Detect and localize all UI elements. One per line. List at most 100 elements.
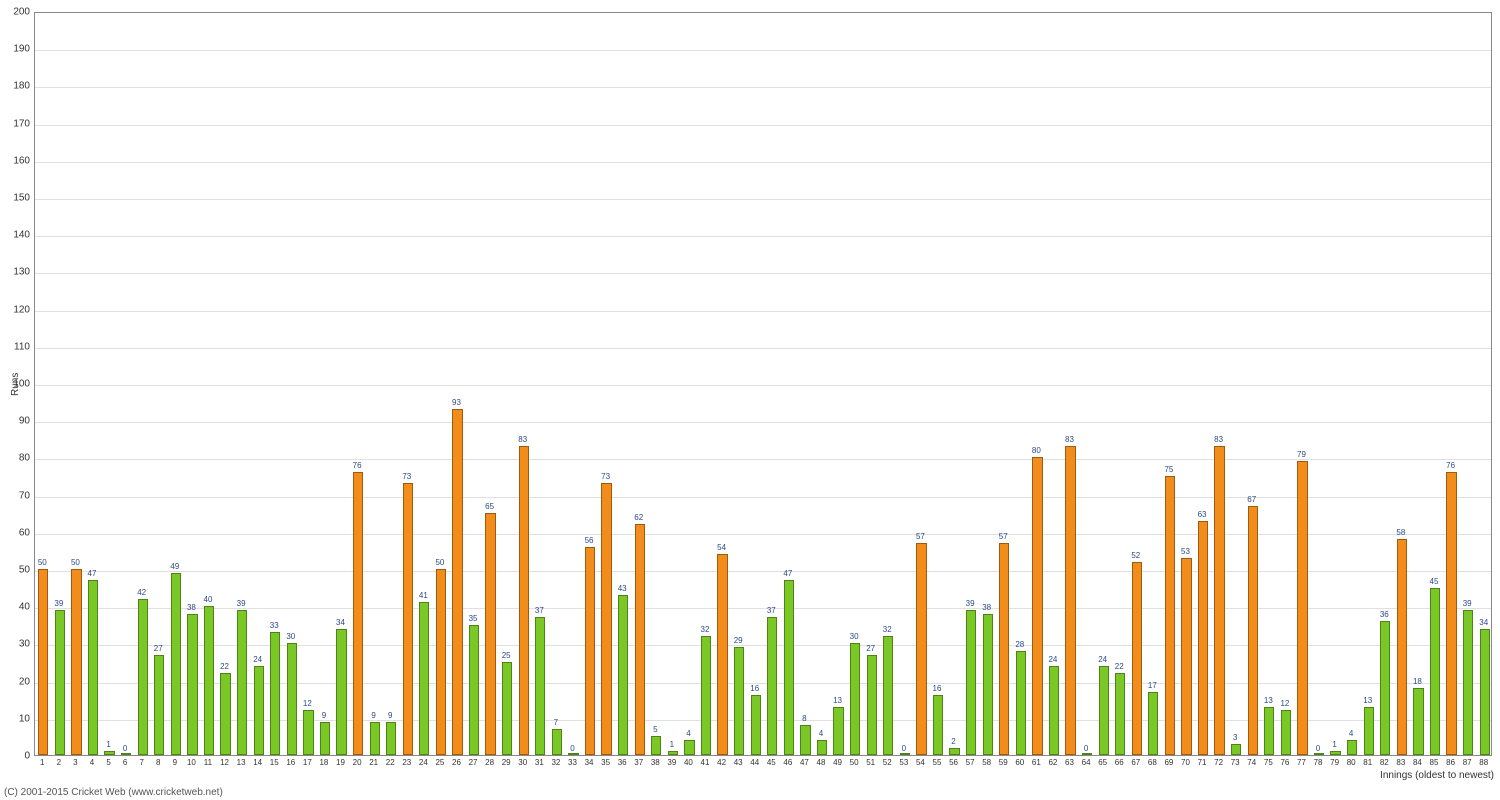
- x-tick-label: 30: [518, 758, 527, 767]
- bar: [121, 753, 131, 755]
- x-tick-label: 85: [1430, 758, 1439, 767]
- x-tick-label: 13: [237, 758, 246, 767]
- bar: [287, 643, 297, 755]
- gridline: [35, 459, 1491, 460]
- bar-value-label: 9: [388, 711, 392, 720]
- bar-value-label: 45: [1430, 577, 1439, 586]
- x-tick-label: 22: [386, 758, 395, 767]
- bar: [601, 483, 611, 755]
- gridline: [35, 534, 1491, 535]
- gridline: [35, 125, 1491, 126]
- x-tick-label: 32: [551, 758, 560, 767]
- bar: [1480, 629, 1490, 755]
- bar: [767, 617, 777, 755]
- bar: [1380, 621, 1390, 755]
- x-tick-label: 17: [303, 758, 312, 767]
- x-tick-label: 67: [1131, 758, 1140, 767]
- bar-value-label: 57: [916, 532, 925, 541]
- bar-value-label: 65: [485, 502, 494, 511]
- y-tick-label: 170: [10, 118, 30, 129]
- x-tick-label: 39: [667, 758, 676, 767]
- bar: [220, 673, 230, 755]
- bar: [1248, 506, 1258, 755]
- x-tick-label: 28: [485, 758, 494, 767]
- bar: [519, 446, 529, 755]
- bar: [71, 569, 81, 755]
- bar-value-label: 17: [1148, 681, 1157, 690]
- bar-value-label: 34: [336, 618, 345, 627]
- bar: [635, 524, 645, 755]
- bar: [1281, 710, 1291, 755]
- x-tick-label: 48: [817, 758, 826, 767]
- bar: [320, 722, 330, 755]
- x-tick-label: 53: [899, 758, 908, 767]
- y-tick-label: 50: [10, 565, 30, 576]
- bar-value-label: 24: [1098, 655, 1107, 664]
- bar-value-label: 16: [933, 684, 942, 693]
- bar-value-label: 73: [402, 472, 411, 481]
- x-tick-label: 15: [270, 758, 279, 767]
- y-tick-label: 180: [10, 81, 30, 92]
- bar: [1446, 472, 1456, 755]
- x-tick-label: 80: [1347, 758, 1356, 767]
- x-tick-label: 41: [701, 758, 710, 767]
- y-tick-label: 80: [10, 453, 30, 464]
- bar-value-label: 39: [54, 599, 63, 608]
- bar: [386, 722, 396, 755]
- bar-value-label: 4: [819, 729, 823, 738]
- gridline: [35, 87, 1491, 88]
- bar: [651, 736, 661, 755]
- bar: [138, 599, 148, 755]
- x-tick-label: 78: [1314, 758, 1323, 767]
- bar-value-label: 54: [717, 543, 726, 552]
- x-tick-label: 58: [982, 758, 991, 767]
- bar: [1132, 562, 1142, 755]
- x-tick-label: 42: [717, 758, 726, 767]
- bar-value-label: 7: [554, 718, 558, 727]
- y-tick-label: 150: [10, 193, 30, 204]
- x-tick-label: 87: [1463, 758, 1472, 767]
- x-tick-label: 34: [585, 758, 594, 767]
- x-tick-label: 14: [253, 758, 262, 767]
- bar: [568, 753, 578, 755]
- y-tick-label: 10: [10, 713, 30, 724]
- x-tick-label: 37: [634, 758, 643, 767]
- bar-value-label: 25: [502, 651, 511, 660]
- bar-value-label: 76: [1446, 461, 1455, 470]
- x-tick-label: 59: [999, 758, 1008, 767]
- x-tick-label: 72: [1214, 758, 1223, 767]
- bar: [187, 614, 197, 755]
- bar: [303, 710, 313, 755]
- gridline: [35, 497, 1491, 498]
- bar: [618, 595, 628, 755]
- bar: [1463, 610, 1473, 755]
- x-tick-label: 6: [123, 758, 127, 767]
- bar-value-label: 38: [187, 603, 196, 612]
- x-tick-label: 12: [220, 758, 229, 767]
- bar-value-label: 28: [1015, 640, 1024, 649]
- x-tick-label: 50: [850, 758, 859, 767]
- x-tick-label: 20: [353, 758, 362, 767]
- bar-value-label: 1: [106, 740, 110, 749]
- gridline: [35, 385, 1491, 386]
- bar: [800, 725, 810, 755]
- x-axis-label: Innings (oldest to newest): [1380, 770, 1494, 781]
- bar: [403, 483, 413, 755]
- bar: [717, 554, 727, 755]
- x-tick-label: 74: [1247, 758, 1256, 767]
- bar-value-label: 43: [618, 584, 627, 593]
- bar: [469, 625, 479, 755]
- y-tick-label: 60: [10, 527, 30, 538]
- bar: [1032, 457, 1042, 755]
- bar: [1099, 666, 1109, 755]
- y-tick-label: 190: [10, 44, 30, 55]
- bar: [949, 748, 959, 755]
- bar-value-label: 37: [767, 606, 776, 615]
- bar-value-label: 41: [419, 591, 428, 600]
- bar: [867, 655, 877, 755]
- bar: [1297, 461, 1307, 755]
- bar-value-label: 56: [585, 536, 594, 545]
- y-tick-label: 90: [10, 416, 30, 427]
- chart-container: Runs Innings (oldest to newest) (C) 2001…: [0, 0, 1500, 800]
- x-tick-label: 88: [1479, 758, 1488, 767]
